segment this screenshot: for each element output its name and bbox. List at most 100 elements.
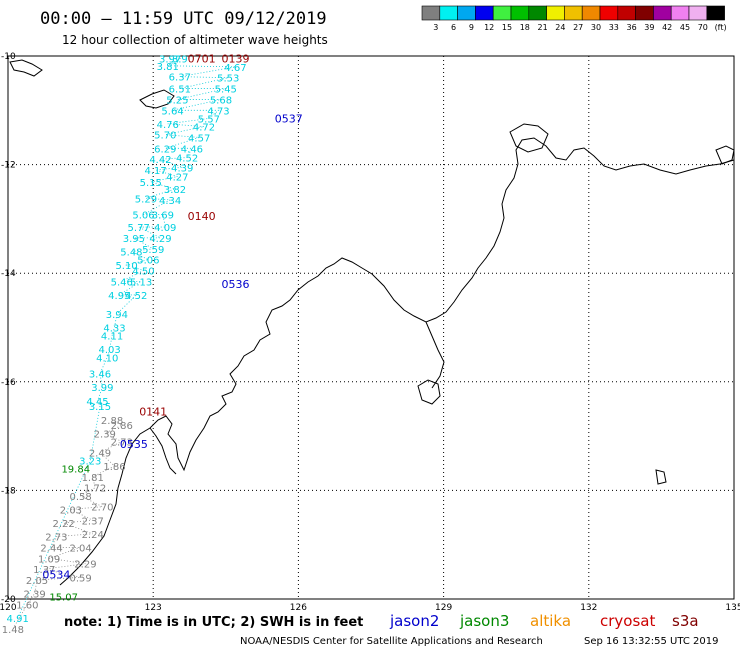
- island-groote: [715, 145, 735, 165]
- wave-height-value: 1.48: [2, 625, 24, 636]
- wave-height-value: 5.29: [135, 194, 157, 205]
- island-timor-fragment: [139, 89, 175, 109]
- wave-height-value: 1.60: [16, 600, 38, 611]
- scale-label: 27: [573, 23, 583, 32]
- map-subtitle: 12 hour collection of altimeter wave hei…: [62, 33, 328, 47]
- map-title: 00:00 – 11:59 UTC 09/12/2019: [40, 9, 327, 29]
- scale-swatch: [599, 5, 619, 21]
- wave-height-value: 6.29: [154, 144, 176, 155]
- coastline-layer: [9, 59, 735, 586]
- wave-height-value: 4.29: [149, 234, 171, 245]
- wave-height-value: 4.72: [193, 123, 215, 134]
- scale-label: 33: [609, 23, 619, 32]
- wave-height-value: 5.13: [130, 277, 152, 288]
- wave-height-value: 4.73: [207, 106, 229, 117]
- pass-time-label: 0537: [275, 112, 303, 125]
- wave-height-value: 3.15: [89, 402, 111, 413]
- wave-height-value: 2.03: [60, 505, 82, 516]
- lon-tick-label: 120: [0, 603, 17, 613]
- scale-swatch: [510, 5, 530, 21]
- wave-height-value: 19.84: [61, 465, 90, 476]
- scale-label: 42: [662, 23, 672, 32]
- lat-tick-label: -14: [1, 269, 16, 279]
- scale-swatch: [492, 5, 512, 21]
- lat-tick-label: -10: [1, 52, 16, 62]
- mainland-coastline: [59, 137, 735, 586]
- wave-height-value: 2.39: [23, 590, 45, 601]
- pass-time-labels: 0701 0139 0537 0140 0536 0141 0535 0534: [42, 53, 302, 582]
- scale-label: 45: [680, 23, 690, 32]
- wave-height-value: 5.70: [154, 131, 176, 142]
- lon-tick-label: 129: [435, 603, 452, 613]
- units-note: note: 1) Time is in UTC; 2) SWH is in fe…: [64, 615, 363, 630]
- scale-swatch: [439, 5, 458, 21]
- scale-label: 24: [555, 23, 565, 32]
- scale-swatch: [546, 5, 565, 21]
- scale-swatch: [564, 5, 583, 21]
- satellite-legend-s3a: s3a: [672, 612, 699, 630]
- satellite-legend-jason3: jason3: [459, 612, 509, 630]
- wave-height-observations: 3.973.93.81 4.67 6.37 5.53 6.51 5.45 5.25 5.68 5…: [2, 55, 247, 636]
- island-north-west: [9, 59, 43, 77]
- wave-height-value: 4.42: [149, 155, 171, 166]
- wave-height-value: 4.33: [103, 324, 125, 335]
- wave-height-value: 4.52: [176, 154, 198, 165]
- wave-height-value: 3.94: [106, 310, 128, 321]
- wave-height-value: 5.77: [128, 223, 150, 234]
- kimberley-inlet: [149, 427, 177, 475]
- wave-height-value: 5.25: [166, 95, 188, 106]
- wave-height-value: 3.69: [152, 211, 174, 222]
- wave-height-value: 2.73: [45, 533, 67, 544]
- wave-height-value: 5.10: [115, 261, 137, 272]
- scale-swatch: [528, 5, 547, 21]
- wave-height-value: 5.68: [210, 95, 232, 106]
- wave-height-value: 1.09: [38, 554, 60, 565]
- lon-tick-label: 132: [580, 603, 597, 613]
- satellite-legend-jason2: jason2: [389, 612, 439, 630]
- scale-swatch: [617, 5, 636, 21]
- wave-height-value: 1.86: [103, 462, 125, 473]
- wave-height-value: 5.48: [120, 247, 142, 258]
- lon-tick-label: 126: [290, 603, 307, 613]
- scale-swatch: [581, 5, 601, 21]
- wave-height-value: 5.53: [217, 74, 239, 85]
- wave-height-value: 3.81: [157, 62, 179, 73]
- wave-height-value: 2.24: [82, 530, 104, 541]
- wave-height-value: 4.50: [132, 266, 154, 277]
- pass-time-label: 0535: [120, 438, 148, 451]
- wave-height-value: 1.37: [33, 565, 55, 576]
- map-frame: [7, 55, 735, 600]
- scale-label: 70: [698, 23, 708, 32]
- wave-height-value: 5.57: [198, 114, 220, 125]
- wave-height-value: 3.23: [79, 457, 101, 468]
- wave-height-value: 5.59: [142, 245, 164, 256]
- pass-time-label: 0140: [188, 210, 216, 223]
- scale-swatch: [475, 5, 494, 21]
- scale-label: 21: [538, 23, 548, 32]
- wave-height-value: 4.27: [166, 173, 188, 184]
- wave-height-value: 2.70: [91, 503, 113, 514]
- lat-tick-label: -12: [1, 161, 16, 171]
- scale-swatch: [688, 5, 708, 21]
- wave-height-value: 4.95: [108, 291, 130, 302]
- wave-height-value: 4.34: [159, 196, 181, 207]
- scale-swatch: [653, 5, 672, 21]
- wave-height-value: 4.46: [181, 144, 203, 155]
- wave-height-value: 4.09: [154, 223, 176, 234]
- map-border: [7, 55, 735, 600]
- satellite-legend-cryosat: cryosat: [600, 612, 655, 630]
- wave-height-value: 2.49: [89, 448, 111, 459]
- wave-height-value: 1.81: [82, 473, 104, 484]
- wave-height-value: 0.59: [69, 573, 91, 584]
- wave-height-value: 4.11: [101, 332, 123, 343]
- wave-height-value: 3.95: [123, 234, 145, 245]
- wave-height-value: 4.76: [157, 120, 179, 131]
- pass-time-label: 0534: [42, 569, 70, 582]
- scale-swatch: [457, 5, 476, 21]
- lon-tick-label: 135: [725, 603, 740, 613]
- scale-label: 15: [502, 23, 512, 32]
- scale-swatch: [421, 5, 441, 21]
- wave-height-value: 2.05: [26, 576, 48, 587]
